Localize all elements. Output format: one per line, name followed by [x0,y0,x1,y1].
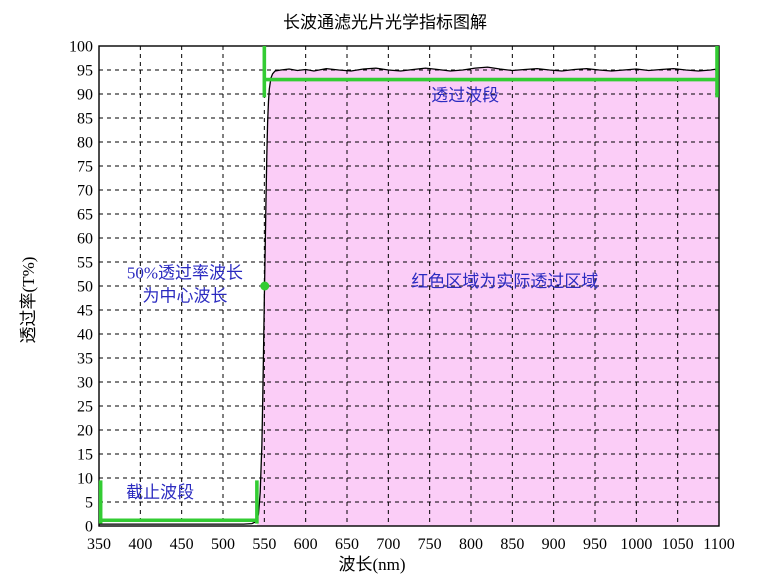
pass-region-fill [256,67,719,526]
y-tick-label: 70 [77,183,93,200]
y-tick-label: 5 [85,495,93,512]
x-tick-label: 800 [459,536,483,553]
x-tick-label: 1050 [662,536,694,553]
y-tick-label: 60 [77,231,93,248]
half-wavelength-label: 为中心波长 [142,287,227,306]
y-tick-label: 65 [77,207,93,224]
pass-band-label: 透过波段 [431,86,499,105]
x-tick-label: 450 [170,536,194,553]
y-tick-label: 0 [85,519,93,536]
chart-title: 长波通滤光片光学指标图解 [283,13,487,32]
x-tick-label: 650 [335,536,359,553]
half-wavelength-label: 50%透过率波长 [127,264,243,283]
x-tick-label: 700 [376,536,400,553]
y-tick-label: 20 [77,423,93,440]
y-tick-label: 45 [77,303,93,320]
x-tick-label: 600 [294,536,318,553]
y-tick-label: 10 [77,471,93,488]
transmittance-curve [99,66,720,525]
y-tick-label: 95 [77,63,93,80]
x-tick-label: 550 [252,536,276,553]
y-tick-label: 35 [77,351,93,368]
y-axis-title: 透过率(T%) [19,257,38,344]
x-tick-label: 950 [583,536,607,553]
y-tick-label: 30 [77,375,93,392]
y-tick-label: 80 [77,135,93,152]
x-tick-label: 350 [87,536,111,553]
x-tick-label: 850 [500,536,524,553]
x-axis-title: 波长(nm) [338,555,405,574]
y-tick-label: 15 [77,447,93,464]
y-tick-label: 40 [77,327,93,344]
x-tick-label: 1100 [703,536,734,553]
y-tick-label: 50 [77,279,93,296]
y-tick-label: 75 [77,159,93,176]
pass-region-label: 红色区域为实际透过区域 [411,272,598,291]
x-tick-label: 500 [211,536,235,553]
x-tick-label: 900 [542,536,566,553]
x-tick-label: 400 [128,536,152,553]
cutoff-band-label: 截止波段 [126,483,194,502]
half-transmittance-dot [260,281,270,291]
y-tick-label: 25 [77,399,93,416]
y-tick-label: 90 [77,87,93,104]
y-tick-label: 55 [77,255,93,272]
x-tick-label: 750 [418,536,442,553]
plot-border [98,45,720,527]
y-tick-label: 85 [77,111,93,128]
y-tick-label: 100 [69,39,93,56]
x-tick-label: 1000 [620,536,652,553]
